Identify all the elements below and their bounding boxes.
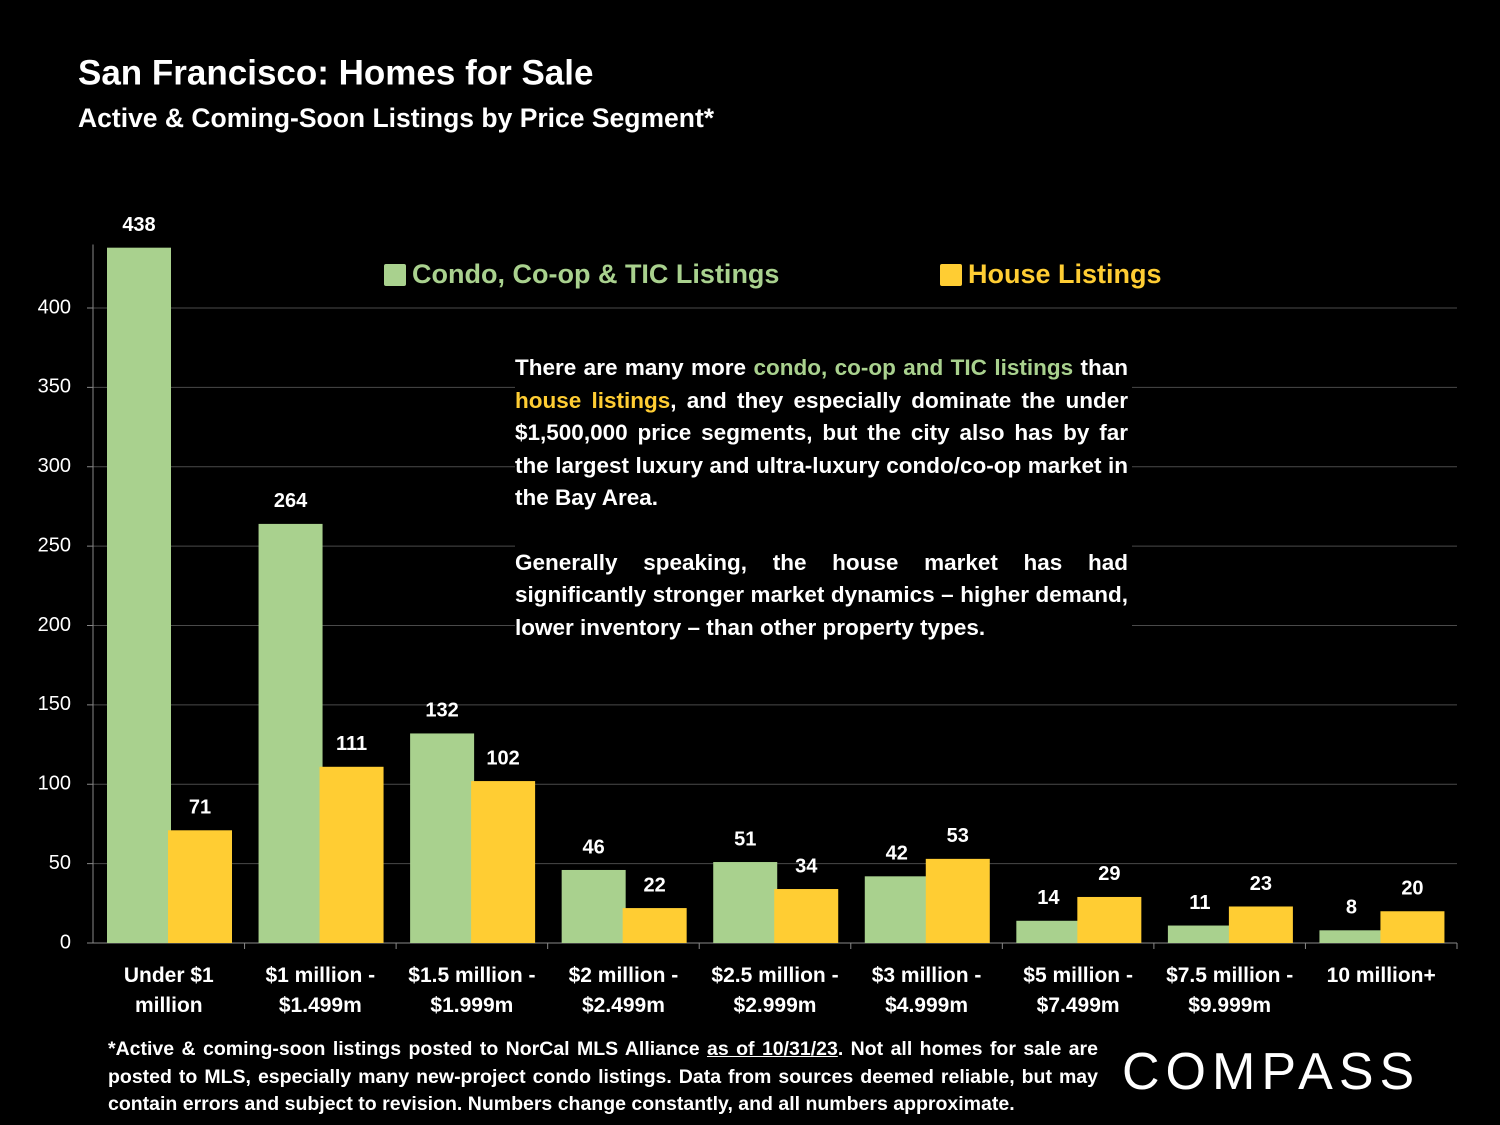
annotation-text: , and they especially dominate the under… <box>515 387 1128 511</box>
bar <box>713 862 778 943</box>
annotation-text: than <box>1073 355 1128 380</box>
footnote: *Active & coming-soon listings posted to… <box>108 1036 1098 1119</box>
bar <box>1016 920 1081 943</box>
data-label: 14 <box>1037 887 1060 909</box>
data-label: 42 <box>886 843 908 865</box>
x-tick-label-line: $9.999m <box>1188 994 1271 1017</box>
bar <box>319 766 384 943</box>
legend-label: House Listings <box>968 259 1162 289</box>
x-tick-label: $2 million - $2.499m <box>569 964 679 1017</box>
bar <box>1077 896 1142 943</box>
data-label: 264 <box>274 490 308 512</box>
bar <box>864 876 929 943</box>
footnote-text: *Active & coming-soon listings posted to… <box>108 1038 708 1060</box>
bar <box>471 781 536 943</box>
data-label: 102 <box>486 747 519 769</box>
x-tick-label: $3 million - $4.999m <box>872 964 982 1017</box>
data-label: 23 <box>1250 873 1272 895</box>
data-label: 20 <box>1401 878 1423 900</box>
x-tick-label-line: $4.999m <box>885 994 968 1017</box>
x-tick-label: Under $1 million <box>124 964 214 1017</box>
data-label: 132 <box>425 700 458 722</box>
annotation-text: There are many more <box>515 355 754 380</box>
x-tick-label-line: $1 million - <box>265 964 375 987</box>
x-tick-label-line: $7.499m <box>1037 994 1120 1017</box>
data-label: 71 <box>189 797 211 819</box>
legend-swatch <box>384 264 406 286</box>
y-tick-label: 0 <box>60 931 71 953</box>
y-tick-label: 400 <box>38 296 71 318</box>
bar <box>168 830 232 943</box>
data-label: 34 <box>795 855 818 877</box>
data-label: 111 <box>336 733 367 755</box>
x-tick-label-line: $3 million - <box>872 964 982 987</box>
y-tick-label: 200 <box>38 614 71 636</box>
data-label: 51 <box>734 828 756 850</box>
x-tick-label: $5 million - $7.499m <box>1023 964 1133 1017</box>
annotation-paragraph: There are many more condo, co-op and TIC… <box>515 352 1128 515</box>
y-tick-label: 250 <box>38 534 71 556</box>
x-tick-label-line: $1.999m <box>430 994 513 1017</box>
x-tick-label-line: $1.5 million - <box>408 964 535 987</box>
chart-title: San Francisco: Homes for Sale <box>78 53 593 92</box>
bar <box>410 733 475 943</box>
x-tick-label-line: $2.999m <box>734 994 817 1017</box>
legend-swatch <box>940 264 962 286</box>
legend-label: Condo, Co-op & TIC Listings <box>412 259 779 289</box>
data-label: 22 <box>644 874 666 896</box>
y-tick-label: 100 <box>38 773 71 795</box>
x-tick-label-line: 10 million+ <box>1327 964 1436 987</box>
bar <box>774 889 839 943</box>
x-tick-label-line: $5 million - <box>1023 964 1133 987</box>
annotation: There are many more condo, co-op and TIC… <box>515 352 1132 650</box>
bar <box>622 908 687 943</box>
data-label: 53 <box>947 825 969 847</box>
x-tick-label: $7.5 million - $9.999m <box>1166 964 1293 1017</box>
footnote-text: . Not all homes for sale are posted to M… <box>108 1038 1098 1115</box>
annotation-paragraph: Generally speaking, the house market has… <box>515 547 1128 645</box>
chart-subtitle: Active & Coming-Soon Listings by Price S… <box>78 103 715 133</box>
x-tick-label-line: $2.5 million - <box>711 964 838 987</box>
data-label: 29 <box>1098 863 1120 885</box>
x-tick-label-line: $7.5 million - <box>1166 964 1293 987</box>
bar <box>925 858 990 943</box>
annotation-highlight: condo, co-op and TIC listings <box>753 355 1074 380</box>
y-tick-label: 350 <box>38 376 71 398</box>
x-tick-label-line: $2 million - <box>569 964 679 987</box>
data-label: 11 <box>1189 892 1210 914</box>
x-tick-label-line: $1.499m <box>279 994 362 1017</box>
x-tick-label-line: $2.499m <box>582 994 665 1017</box>
x-tick-label: $2.5 million - $2.999m <box>711 964 838 1017</box>
x-tick-label: 10 million+ <box>1327 964 1436 987</box>
bar <box>561 869 626 943</box>
bar <box>258 523 323 943</box>
bar <box>1380 911 1445 943</box>
bar <box>1167 925 1232 943</box>
x-tick-label: $1.5 million - $1.999m <box>408 964 535 1017</box>
footnote-date: as of 10/31/23 <box>707 1038 838 1060</box>
logo: COMPASS <box>1122 1043 1421 1101</box>
bar <box>1228 906 1293 943</box>
y-tick-label: 50 <box>49 852 71 874</box>
data-label: 8 <box>1346 897 1357 919</box>
bar <box>107 247 171 944</box>
x-tick-label: $1 million - $1.499m <box>265 964 375 1017</box>
x-tick-label-line: million <box>135 994 203 1017</box>
data-label: 46 <box>583 836 605 858</box>
y-tick-label: 150 <box>38 693 71 715</box>
y-tick-label: 300 <box>38 455 71 477</box>
annotation-text: Generally speaking, the house market has… <box>515 549 1128 640</box>
bar <box>1319 930 1384 943</box>
data-label: 438 <box>122 214 155 236</box>
annotation-highlight: house listings <box>515 387 671 413</box>
x-tick-label-line: Under $1 <box>124 964 214 987</box>
